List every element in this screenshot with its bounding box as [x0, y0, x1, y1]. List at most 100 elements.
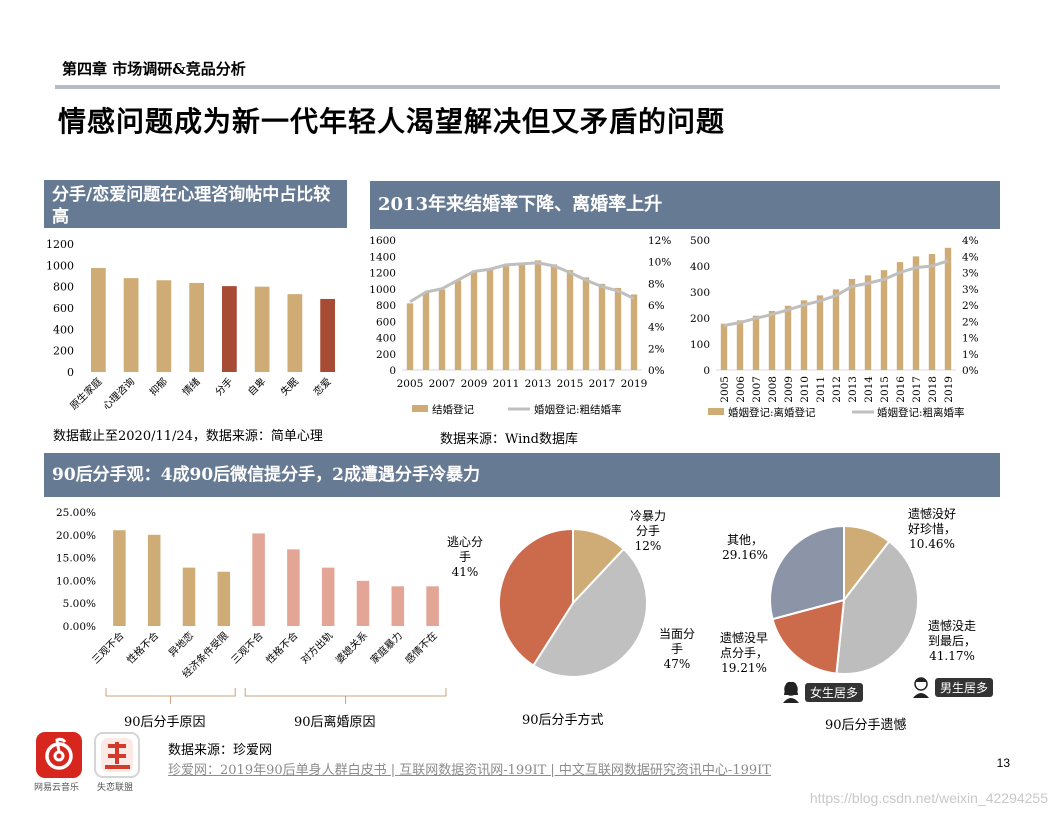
- x-tick-label: 2019: [621, 378, 648, 390]
- y-tick-label: 800: [53, 281, 74, 294]
- bar: [422, 292, 430, 370]
- y2-tick-label: 2%: [962, 316, 979, 328]
- watermark: https://blog.csdn.net/weixin_42294255: [809, 790, 1048, 806]
- x-tick-label: 2013: [847, 376, 859, 403]
- y-tick-label: 1400: [369, 251, 396, 263]
- bar: [287, 294, 303, 372]
- netease-music-icon: [45, 737, 73, 770]
- y2-tick-label: 0%: [648, 365, 665, 377]
- bar: [880, 270, 888, 370]
- y2-tick-label: 4%: [648, 322, 665, 334]
- legend-swatch: [708, 408, 724, 415]
- y-tick-label: 0: [67, 366, 74, 379]
- regret-label: 90后分手遗憾: [825, 718, 907, 733]
- pie-label: 好珍惜，: [908, 522, 956, 536]
- bar: [91, 268, 106, 372]
- y2-tick-label: 3%: [962, 268, 979, 280]
- pie-label: 12%: [635, 539, 662, 553]
- bar: [486, 269, 494, 370]
- bar: [534, 260, 542, 370]
- bar: [320, 298, 335, 372]
- page-number: 13: [996, 756, 1010, 770]
- y-tick-label: 1200: [46, 238, 74, 251]
- bar: [252, 533, 265, 626]
- y-tick-label: 15.00%: [56, 553, 96, 565]
- bar: [222, 286, 237, 372]
- male-avatar-icon: [913, 677, 929, 698]
- bar: [582, 277, 590, 370]
- divorce-chart: 0 100 200 300 400 500 0% 1% 1% 2% 2% 3% 3% 4% 4% 2005 20…: [690, 235, 979, 419]
- pie-label: 10.46%: [909, 537, 955, 551]
- reasons-group-label: 90后分手原因: [124, 715, 206, 730]
- legend-label: 婚姻登记:离婚登记: [728, 406, 816, 419]
- y2-tick-label: 2%: [648, 343, 665, 355]
- male-badge: 男生居多: [910, 675, 994, 699]
- bar: [438, 289, 446, 370]
- y2-tick-label: 1%: [962, 333, 979, 345]
- female-avatar-icon: [783, 681, 799, 703]
- female-badge: 女生居多: [780, 680, 864, 704]
- y2-tick-label: 3%: [962, 284, 979, 296]
- pie-label: 遗憾没早: [720, 630, 768, 645]
- x-tick-label: 2017: [589, 378, 616, 390]
- bar: [944, 247, 952, 370]
- bar: [912, 256, 920, 370]
- female-badge-text: 女生居多: [805, 682, 864, 702]
- breakup-banner: 90后分手观：4成90后微信提分手，2成遭遇分手冷暴力: [44, 453, 1000, 497]
- y-tick-label: 400: [376, 333, 396, 345]
- pie-label: 47%: [664, 657, 691, 671]
- pie-label: 冷暴力: [630, 509, 666, 523]
- bar: [614, 287, 622, 370]
- x-tick-label: 性格不合: [124, 629, 161, 666]
- x-tick-label: 2010: [799, 376, 811, 403]
- pie-label: 遗憾没走: [928, 618, 976, 633]
- bar: [113, 530, 126, 626]
- y-tick-label: 200: [690, 313, 710, 325]
- x-tick-label: 情绪: [179, 375, 202, 398]
- marriage-banner: 2013年来结婚率下降、离婚率上升: [370, 181, 1000, 229]
- x-tick-label: 自卑: [245, 375, 268, 398]
- pie-label: 分手: [636, 524, 660, 538]
- group-bracket: [105, 688, 236, 697]
- x-tick-label: 2018: [927, 376, 939, 403]
- bar: [287, 549, 300, 626]
- y-tick-label: 1200: [369, 268, 396, 280]
- x-tick-label: 性格不合: [263, 629, 300, 666]
- marriage-chart: 0 200 400 600 800 1000 1200 1400 1600 0% 2% 4% 6% 8% 1…: [369, 235, 671, 416]
- group-bracket: [244, 688, 447, 697]
- bar: [406, 303, 414, 370]
- y2-tick-label: 0%: [962, 365, 979, 377]
- y-tick-label: 600: [376, 316, 396, 328]
- bar: [720, 323, 728, 370]
- x-tick-label: 2015: [557, 378, 584, 390]
- bar: [848, 279, 856, 370]
- y-tick-label: 400: [690, 261, 710, 273]
- bar: [123, 278, 139, 372]
- netease-logo-label: 网易云音乐: [34, 782, 80, 792]
- y-tick-label: 200: [53, 345, 74, 358]
- y-tick-label: 1600: [369, 235, 396, 247]
- bar: [630, 294, 638, 370]
- bar: [254, 286, 270, 372]
- pie-label: 到最后，: [928, 634, 976, 648]
- bar: [800, 300, 808, 370]
- source-link[interactable]: 珍爱网：2019年90后单身人群白皮书 | 互联网数据资讯网-199IT | 中…: [168, 763, 771, 778]
- pie-label: 逃心分: [447, 535, 483, 549]
- y-tick-label: 1000: [46, 259, 74, 272]
- bar: [832, 289, 840, 370]
- x-tick-label: 三观不合: [228, 629, 265, 666]
- bar: [156, 280, 172, 372]
- bar: [752, 315, 760, 370]
- y-tick-label: 800: [376, 300, 396, 312]
- pie-slice: [835, 540, 919, 675]
- bar: [928, 254, 936, 370]
- rate-line: [409, 261, 635, 304]
- x-tick-label: 2011: [815, 376, 827, 403]
- male-badge-text: 男生居多: [935, 677, 994, 697]
- bar: [189, 282, 204, 372]
- y-tick-label: 1000: [369, 284, 396, 296]
- x-tick-label: 2007: [751, 376, 763, 403]
- footer-source: 数据来源：珍爱网: [168, 743, 273, 758]
- pie-label: 点分手，: [720, 646, 768, 660]
- bar: [736, 320, 744, 370]
